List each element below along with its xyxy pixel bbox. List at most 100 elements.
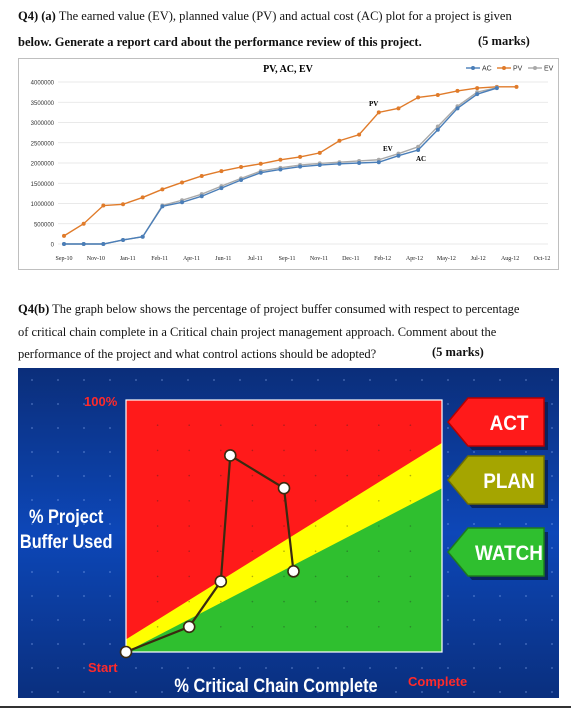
texture-dot [83,379,85,381]
texture-dot [525,595,527,597]
texture-dot [525,451,527,453]
texture-dot [57,619,59,621]
chart1-x-tick-label: Jun-11 [215,256,231,262]
texture-dot [551,499,553,501]
buffer-trajectory-point [287,565,300,578]
chart1-point-pv [160,187,165,192]
texture-dot [57,571,59,573]
chart1-point-ac [180,200,185,205]
grid-dot [283,626,285,628]
grid-dot [314,626,317,628]
texture-dot [499,619,501,621]
texture-dot [57,499,59,501]
grid-dot [220,600,222,603]
texture-dot [343,691,345,693]
texture-dot [57,667,59,669]
texture-dot [343,379,345,381]
texture-dot [239,667,241,669]
chart1-legend-label: EV [544,66,554,73]
texture-dot [57,547,59,549]
buffer-trajectory-point [119,645,133,659]
grid-dot [314,575,317,578]
texture-dot [447,523,449,525]
texture-dot [109,499,111,501]
grid-dot [346,626,349,628]
chart1-x-tick-label: Apr-12 [406,256,423,262]
texture-dot [83,475,85,477]
texture-dot [57,523,59,525]
grid-dot [188,550,190,552]
ev-pv-ac-chart: PV, AC, EV 0 500000 1000000 1500000 2000000 25… [18,58,559,270]
chart1-point-pv [337,138,342,143]
chart1-point-pv [199,173,204,178]
q4a-line2-text: below. Generate a report card about the … [18,35,422,49]
chart1-series-pv [63,86,517,237]
texture-dot [31,691,33,693]
label-start: Start [88,660,118,675]
chart1-point-ac [475,92,480,97]
texture-dot [83,523,85,525]
texture-dot [421,691,423,693]
q4b-line2-text: of critical chain complete in a Critical… [18,325,497,339]
chart1-point-pv [416,95,421,100]
texture-dot [109,451,111,453]
texture-dot [551,379,553,381]
texture-dot [473,523,475,525]
texture-dot [239,379,241,381]
grid-dot [188,600,190,603]
grid-dot [378,424,380,426]
grid-dot [251,575,254,578]
chart1-y-tick-label: 2000000 [31,162,55,168]
grid-dot [378,525,380,527]
texture-dot [265,379,267,381]
texture-dot [187,379,189,381]
grid-dot [409,449,412,452]
texture-dot [551,691,553,693]
y-axis-label-line1: % Project [29,506,103,527]
grid-dot [188,575,190,578]
chart1-legend-marker [502,66,506,70]
texture-dot [499,451,501,453]
chart1-point-ac [199,194,204,199]
chart1-point-pv [357,132,362,137]
texture-dot [109,643,111,645]
chart1-point-ac [81,242,86,246]
chart1-x-tick-label: Aug-12 [501,256,519,262]
grid-dot [314,525,317,527]
texture-dot [447,403,449,405]
texture-dot [109,691,111,693]
texture-dot [31,403,33,405]
chart1-x-tick-label: Nov-10 [87,256,105,262]
texture-dot [83,643,85,645]
grid-dot [409,550,412,552]
grid-dot [346,500,349,502]
chart1-point-pv [396,106,401,111]
texture-dot [525,691,527,693]
chart1-point-ev [435,124,440,129]
chart1-point-ac [337,161,342,166]
grid-dot [156,424,159,426]
chart1-x-tick-label: May-12 [437,256,456,262]
chart1-y-tick-label: 1000000 [31,202,55,208]
chart1-point-pv [219,169,224,174]
grid-dot [220,474,222,477]
buffer-trajectory-point [182,620,196,634]
texture-dot [317,691,319,693]
chart1-point-ac [219,186,224,191]
texture-dot [447,427,449,429]
texture-dot [83,571,85,573]
chart1-point-pv [81,221,86,226]
grid-dot [251,424,254,426]
chart1-legend-label: PV [513,66,523,73]
texture-dot [447,619,449,621]
chart1-point-ac [357,161,362,165]
chart1-point-pv [376,110,381,115]
texture-dot [83,547,85,549]
chart1-x-tick-label: Dec-11 [342,256,359,262]
texture-dot [109,667,111,669]
grid-dot [409,525,412,527]
grid-dot [283,600,285,603]
texture-dot [525,619,527,621]
chart1-point-ac [396,153,401,158]
chart1-point-ac [101,242,106,246]
